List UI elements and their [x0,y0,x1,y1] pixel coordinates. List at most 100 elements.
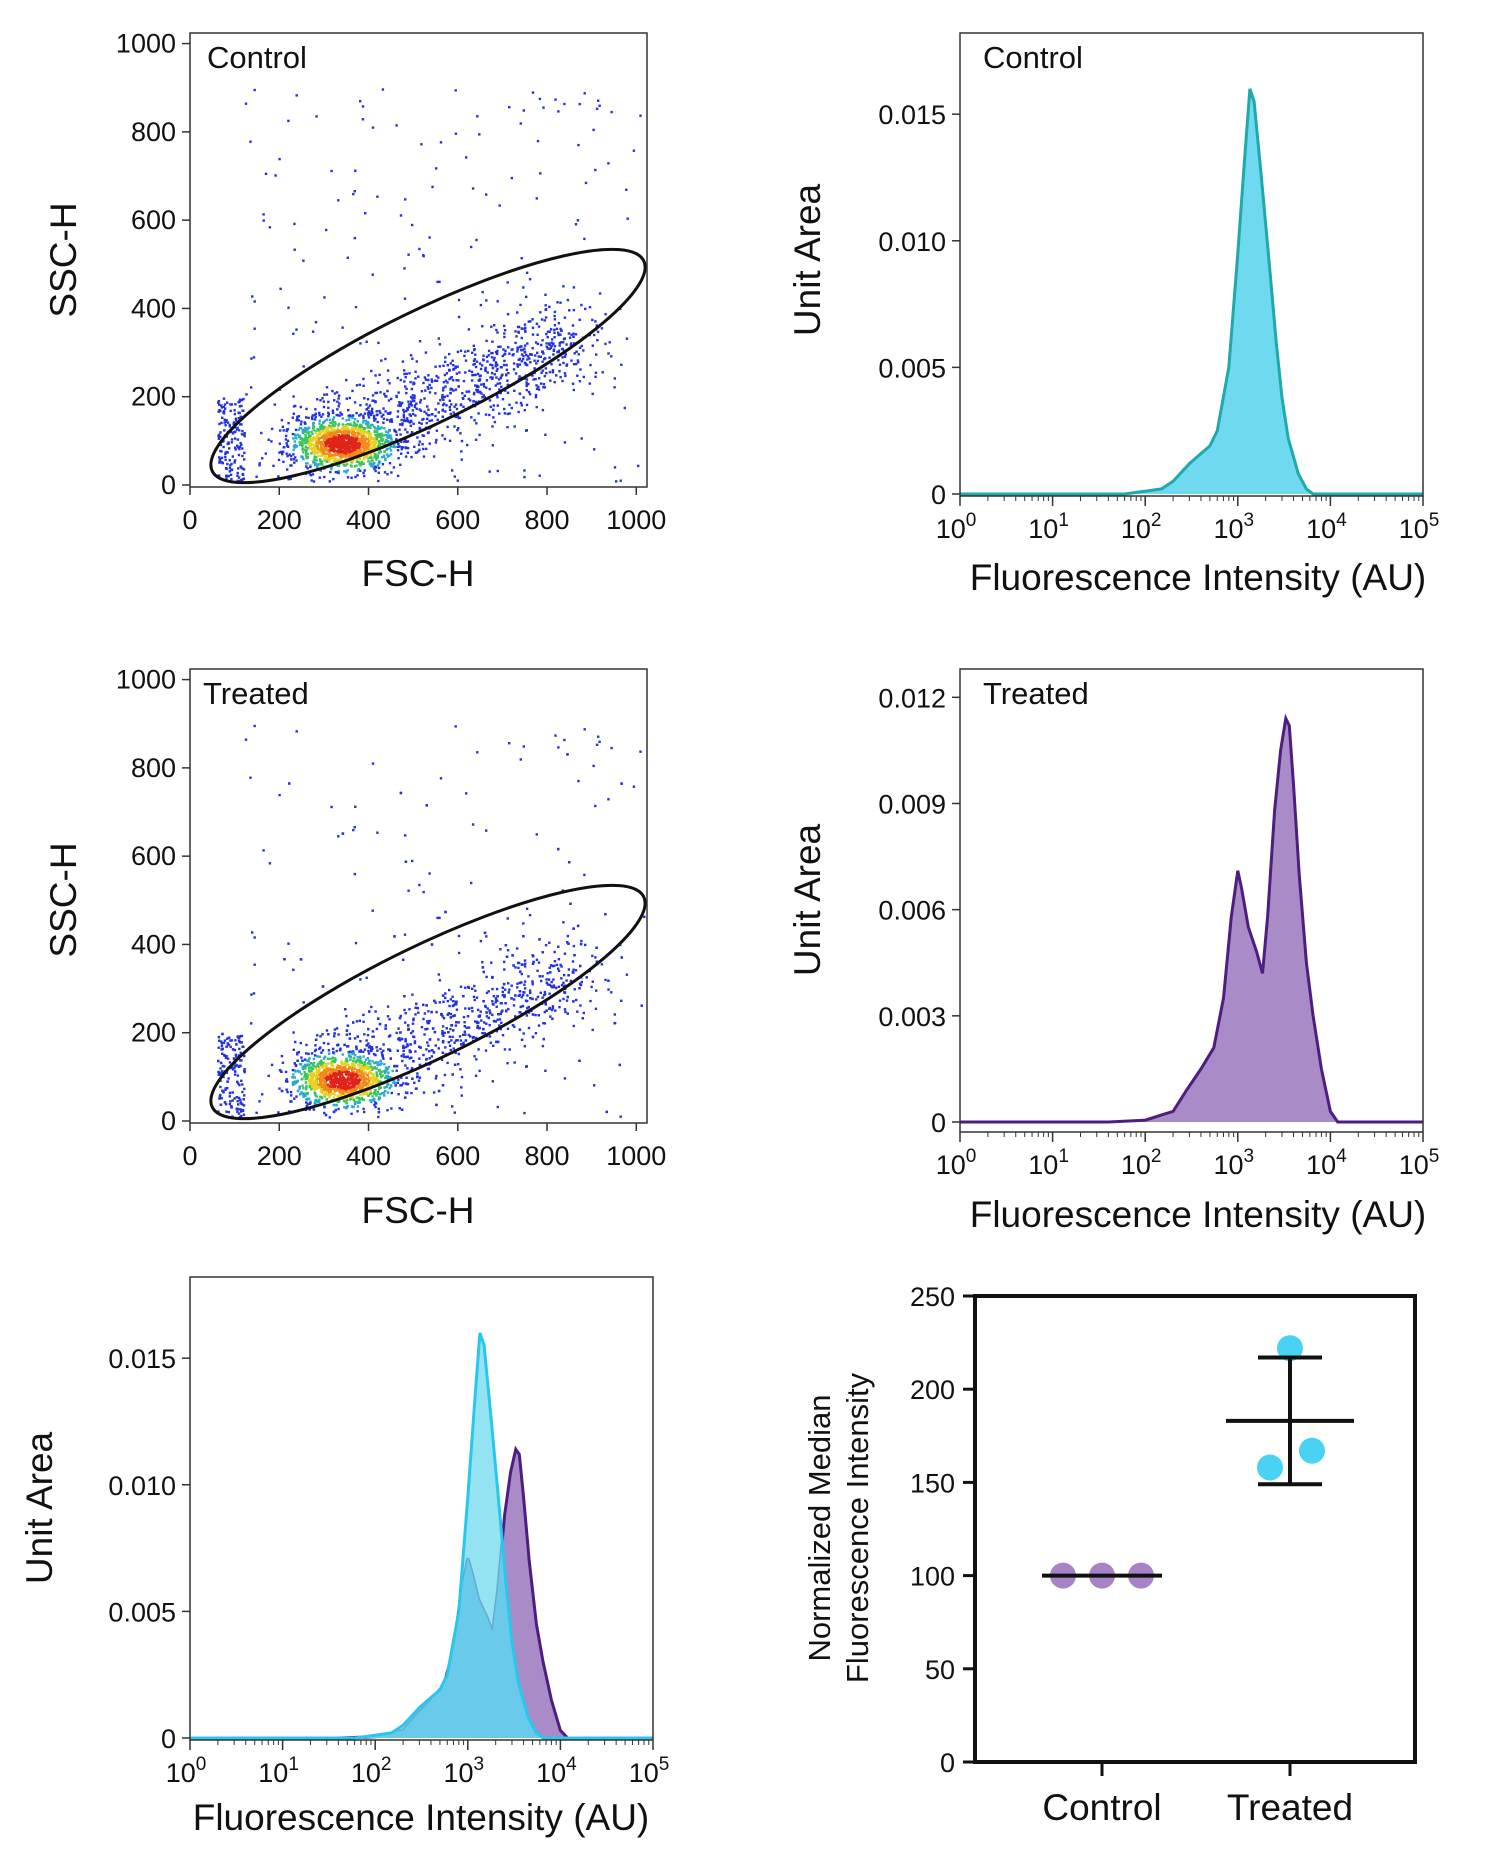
scatter-point [280,1054,284,1058]
scatter-point [376,1080,379,1084]
scatter-point [577,143,580,147]
scatter-point [558,363,562,366]
scatter-point [233,461,236,464]
scatter-point [234,1039,237,1042]
scatter-point [557,333,561,337]
scatter-point [317,1068,320,1072]
scatter-point [230,462,233,466]
scatter-point [523,965,527,968]
scatter-point [236,471,239,475]
scatter-point [306,452,310,456]
scatter-point [362,432,365,436]
scatter-point [316,428,319,431]
scatter-point [237,446,240,449]
scatter-point [342,1077,346,1080]
scatter-point [374,427,377,430]
scatter-point [358,1080,361,1083]
scatter-point [382,417,386,420]
scatter-point [318,431,321,434]
scatter-point [345,424,348,428]
scatter-point [584,181,588,185]
scatter-point [404,455,408,458]
scatter-point [305,428,308,431]
scatter-point [223,1039,227,1042]
scatter-point [457,315,461,319]
scatter-point [542,383,546,386]
scatter-point [543,990,547,994]
scatter-point [380,456,384,459]
scatter-point [632,149,636,152]
scatter-point [350,453,353,456]
scatter-point [306,1064,309,1067]
scatter-point [333,1028,337,1031]
scatter-point [358,1074,361,1077]
scatter-point [523,361,527,365]
scatter-point [222,445,225,449]
scatter-point [305,451,308,455]
scatter-point [601,371,604,374]
scatter-point [270,1063,274,1067]
scatter-point [482,359,485,362]
scatter-point [423,410,426,413]
scatter-point [378,440,381,443]
scatter-point [294,436,297,440]
scatter-point [480,364,484,367]
scatter-point [454,132,458,135]
scatter-point [482,354,485,357]
scatter-point [499,376,502,380]
scatter-point [310,1088,313,1091]
scatter-point [363,446,366,450]
scatter-point [435,1010,438,1014]
scatter-point [464,371,467,374]
scatter-point [369,1089,372,1093]
scatter-point [327,1062,330,1065]
scatter-point [219,435,222,439]
scatter-point [317,429,320,432]
scatter-point [233,1073,237,1076]
scatter-point [435,1074,438,1078]
scatter-point [307,1078,311,1081]
scatter-point [364,439,367,442]
scatter-point [346,1086,349,1090]
scatter-point [353,428,356,431]
scatter-point [402,415,406,419]
scatter-point [287,119,290,123]
scatter-point [534,1032,538,1035]
scatter-point [472,995,476,998]
scatter-point [471,1010,474,1013]
scatter-point [419,398,423,402]
scatter-point [302,1087,305,1090]
scatter-point [362,462,365,465]
scatter-point [277,1111,280,1114]
scatter-point [340,1086,343,1089]
scatter-point [637,464,640,468]
scatter-point [589,999,592,1003]
scatter-point [523,983,526,986]
scatter-point [376,1074,379,1077]
scatter-point [338,430,341,433]
scatter-point [366,1083,370,1086]
scatter-point [573,352,576,355]
scatter-point [363,1033,366,1036]
scatter-point [314,439,318,442]
scatter-point [495,987,499,991]
scatter-point [374,465,377,468]
scatter-point [377,1061,380,1064]
scatter-point [323,475,326,479]
scatter-point [453,1014,456,1017]
scatter-point [356,435,359,438]
scatter-point [553,328,556,332]
scatter-point [613,386,616,389]
scatter-point [318,411,321,415]
scatter-point [412,422,415,425]
scatter-point [345,450,348,454]
scatter-point [610,991,613,994]
scatter-point [411,409,415,412]
scatter-point [308,1064,311,1067]
scatter-point [486,1007,489,1010]
scatter-point [427,374,430,377]
scatter-point [414,1006,417,1009]
scatter-point [388,412,391,415]
scatter-point [563,1077,567,1080]
scatter-point [332,1087,335,1090]
